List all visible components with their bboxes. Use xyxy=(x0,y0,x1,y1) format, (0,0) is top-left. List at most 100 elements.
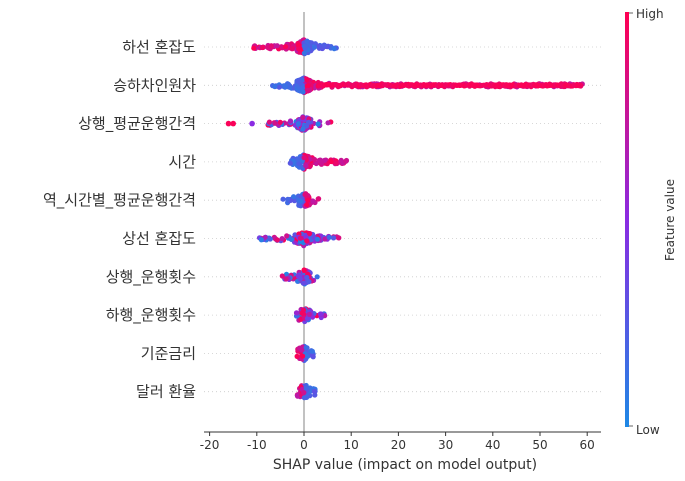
shap-outlier-point xyxy=(457,82,463,89)
x-axis: -20 -10 0 10 20 30 40 50 60 xyxy=(200,431,601,452)
shap-point xyxy=(297,235,304,241)
shap-point xyxy=(317,311,323,317)
shap-point xyxy=(296,202,302,208)
colorbar-title: Feature value xyxy=(663,179,677,261)
x-tick-label: 50 xyxy=(532,438,547,452)
shap-outlier-point xyxy=(546,82,553,89)
shap-point xyxy=(304,316,311,322)
shap-point xyxy=(299,347,305,353)
colorbar: High Low Feature value xyxy=(625,7,677,437)
shap-point xyxy=(297,276,303,282)
shap-point xyxy=(301,50,307,56)
x-tick-label: 10 xyxy=(344,438,359,452)
shap-point xyxy=(272,120,278,126)
shap-point xyxy=(282,84,288,90)
shap-point xyxy=(282,44,289,50)
feature-label: 역_시간별_평균운행간격 xyxy=(43,191,196,210)
shap-point xyxy=(330,235,337,241)
shap-point xyxy=(300,114,306,121)
shap-point xyxy=(266,119,272,125)
shap-point xyxy=(304,202,310,208)
x-tick-label: 30 xyxy=(438,438,453,452)
shap-point xyxy=(333,160,339,166)
shap-point xyxy=(300,280,307,286)
shap-point xyxy=(301,390,307,396)
shap-point xyxy=(279,273,285,279)
shap-point xyxy=(304,38,310,44)
shap-point xyxy=(306,279,312,285)
shap-point xyxy=(301,43,307,49)
shap-point xyxy=(277,119,283,125)
feature-label: 하행_운행횟수 xyxy=(106,306,196,325)
feature-swarm xyxy=(294,343,316,363)
shap-point xyxy=(294,353,300,359)
shap-outlier-point xyxy=(249,120,255,127)
shap-point xyxy=(296,161,302,167)
shap-point xyxy=(311,44,318,50)
shap-outlier-point xyxy=(423,82,430,89)
shap-point xyxy=(315,121,321,127)
colorbar-gradient xyxy=(625,12,629,427)
x-tick-label: -10 xyxy=(247,438,267,452)
shap-point xyxy=(285,196,291,202)
feature-label: 상행_운행횟수 xyxy=(106,268,196,287)
feature-label: 하선 혼잡도 xyxy=(122,38,196,56)
shap-point xyxy=(287,160,293,166)
shap-point xyxy=(325,120,331,126)
shap-point xyxy=(301,395,307,401)
shap-point xyxy=(287,118,294,124)
shap-point xyxy=(274,43,280,49)
shap-point xyxy=(301,267,307,273)
shap-outlier-point xyxy=(400,82,406,89)
shap-point xyxy=(291,198,297,204)
shap-outlier-point xyxy=(414,82,421,89)
shap-outlier-point xyxy=(518,82,524,89)
shap-point xyxy=(289,46,296,52)
shap-outlier-point xyxy=(494,82,501,89)
shap-point xyxy=(295,121,301,127)
shap-point xyxy=(309,348,315,354)
shap-point xyxy=(294,393,300,399)
shap-point xyxy=(279,236,285,242)
shap-point xyxy=(300,84,306,90)
feature-swarm xyxy=(294,382,318,401)
shap-outlier-point xyxy=(230,120,236,127)
shap-point xyxy=(293,310,300,316)
shap-point xyxy=(262,234,268,240)
shap-point xyxy=(300,353,306,359)
shap-point xyxy=(268,43,274,49)
shap-point xyxy=(301,155,307,161)
feature-swarm xyxy=(287,152,350,172)
shap-point xyxy=(274,237,280,243)
shap-point xyxy=(316,196,322,202)
x-tick-label: 60 xyxy=(580,438,595,452)
shap-point xyxy=(291,194,297,200)
shap-point xyxy=(272,83,278,90)
feature-swarm xyxy=(225,114,334,133)
shap-point xyxy=(306,231,313,237)
shap-point xyxy=(305,87,311,93)
shap-point xyxy=(306,311,312,317)
shap-point xyxy=(331,46,337,52)
shap-point xyxy=(310,198,316,204)
shap-point xyxy=(305,197,311,203)
shap-point xyxy=(303,385,309,391)
shap-point xyxy=(302,191,308,198)
feature-label: 시간 xyxy=(168,153,196,171)
shap-outlier-point xyxy=(575,82,581,89)
feature-label: 달러 환율 xyxy=(136,383,196,401)
feature-label: 기준금리 xyxy=(141,344,196,362)
shap-outlier-point xyxy=(532,82,539,89)
shap-point xyxy=(336,235,342,241)
shap-point xyxy=(303,345,309,351)
shap-point xyxy=(260,44,266,51)
feature-rows xyxy=(204,46,601,393)
shap-point xyxy=(298,198,304,204)
feature-swarm xyxy=(293,306,328,325)
feature-swarm xyxy=(251,37,339,57)
feature-swarm xyxy=(270,75,585,96)
shap-point xyxy=(304,83,310,89)
shap-point xyxy=(292,232,298,238)
shap-point xyxy=(304,274,310,281)
